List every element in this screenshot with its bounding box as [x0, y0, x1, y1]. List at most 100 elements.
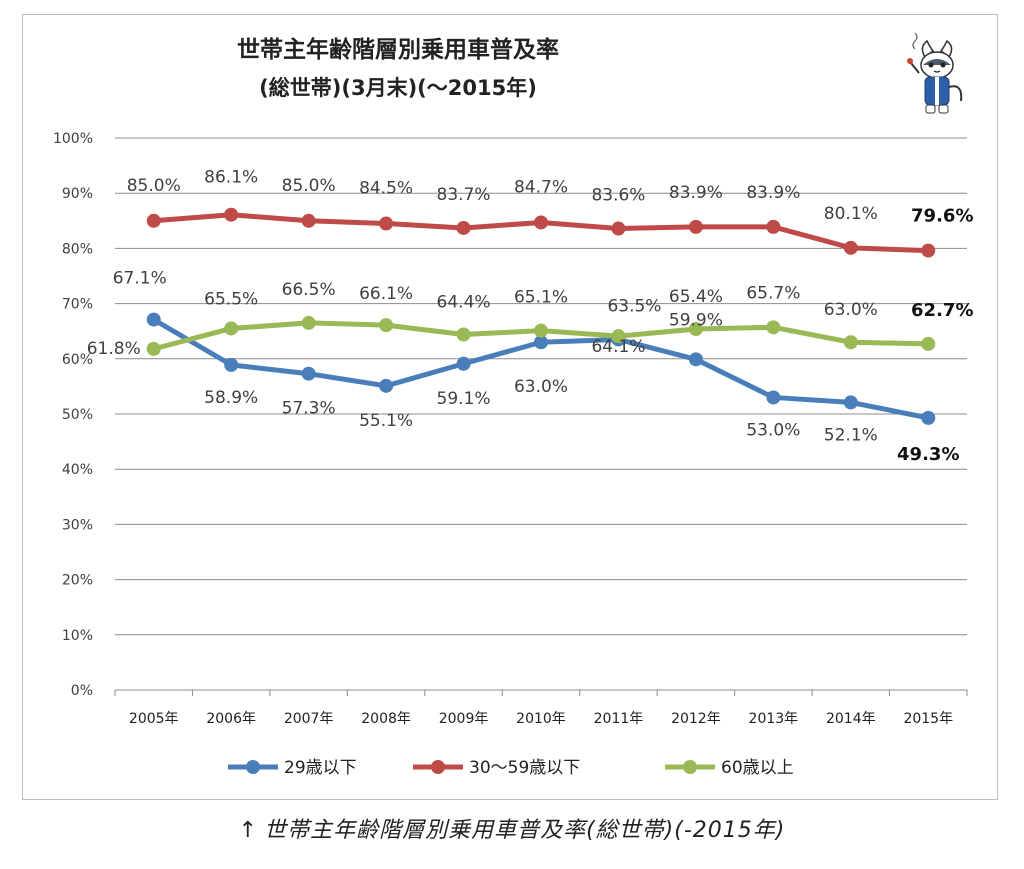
data-label: 85.0%	[127, 176, 181, 196]
data-label: 63.0%	[824, 300, 878, 320]
data-label: 83.6%	[591, 186, 645, 206]
data-label: 64.1%	[591, 337, 645, 357]
y-tick-label: 30%	[62, 517, 93, 533]
x-tick-label: 2005年	[129, 711, 179, 727]
legend-marker	[246, 760, 260, 774]
series-group	[146, 207, 936, 425]
y-tick-label: 80%	[62, 241, 93, 257]
data-point	[611, 329, 626, 344]
data-label: 61.8%	[87, 339, 141, 359]
legend: 29歳以下 30～59歳以下 60歳以上	[228, 758, 794, 778]
x-tick-label: 2006年	[206, 711, 256, 727]
data-point	[224, 207, 239, 222]
data-label: 59.1%	[437, 389, 491, 409]
data-label: 80.1%	[824, 204, 878, 224]
data-label: 65.1%	[514, 288, 568, 308]
data-label: 49.3%	[897, 444, 959, 465]
data-point	[534, 323, 548, 338]
data-label: 84.5%	[359, 179, 413, 199]
x-tick-label: 2012年	[671, 711, 721, 727]
legend-marker	[683, 760, 697, 774]
data-point	[146, 312, 161, 327]
y-tick-label: 70%	[62, 297, 93, 313]
y-tick-label: 0%	[71, 683, 93, 699]
x-tick-label: 2009年	[439, 711, 489, 727]
data-point	[379, 216, 394, 231]
data-point	[843, 240, 858, 255]
x-tick-label: 2011年	[594, 711, 644, 727]
y-tick-label: 50%	[62, 407, 93, 423]
data-label: 53.0%	[746, 420, 800, 440]
cat-mascot-icon	[907, 32, 963, 114]
legend-label: 30～59歳以下	[469, 758, 580, 778]
data-label: 65.4%	[669, 287, 723, 307]
data-point	[224, 321, 239, 336]
data-label: 63.5%	[607, 296, 661, 316]
data-point	[379, 318, 394, 333]
legend-label: 60歳以上	[721, 758, 794, 778]
data-point	[921, 410, 936, 425]
x-tick-label: 2013年	[749, 711, 799, 727]
y-tick-label: 90%	[62, 186, 93, 202]
up-arrow-icon: ↑	[238, 818, 259, 843]
y-tick-label: 20%	[62, 573, 93, 589]
y-tick-label: 60%	[62, 352, 93, 368]
data-point	[688, 321, 703, 336]
legend-marker	[431, 760, 445, 774]
grid-lines	[115, 137, 967, 691]
data-label: 86.1%	[204, 168, 258, 188]
data-point	[224, 357, 239, 372]
data-label: 85.0%	[282, 176, 336, 196]
data-point	[301, 366, 316, 381]
data-point	[766, 219, 781, 234]
data-point	[843, 335, 858, 350]
data-point	[456, 356, 471, 371]
data-point	[921, 336, 936, 351]
data-point	[766, 320, 781, 335]
caption-text: 世帯主年齢階層別乗用車普及率(総世帯)(-2015年)	[264, 818, 786, 843]
data-point	[921, 243, 936, 258]
data-label: 55.1%	[359, 411, 413, 431]
data-label: 79.6%	[911, 206, 973, 227]
data-point	[146, 213, 161, 228]
data-label: 83.9%	[669, 183, 723, 203]
data-label: 52.1%	[824, 425, 878, 445]
x-tick-label: 2008年	[361, 711, 411, 727]
line-chart: 0% 10% 20% 30% 40% 50% 60% 70% 80% 90% 100% 2005年 2…	[53, 32, 974, 778]
data-point	[301, 315, 316, 330]
x-axis-ticks: 2005年 2006年 2007年 2008年 2009年 2010年 2011年 2012年…	[114, 690, 968, 727]
data-point	[456, 220, 471, 235]
y-tick-label: 40%	[62, 462, 93, 478]
data-label: 64.4%	[437, 293, 491, 313]
x-tick-label: 2015年	[903, 711, 953, 727]
data-point	[611, 221, 626, 236]
data-label: 63.0%	[514, 377, 568, 397]
data-label: 65.7%	[746, 283, 800, 303]
data-label: 66.1%	[359, 284, 413, 304]
legend-label: 29歳以下	[284, 758, 357, 778]
data-labels: 67.1% 58.9% 57.3% 55.1% 59.1% 63.0% 63.5% 59.9%…	[87, 168, 974, 465]
data-label: 59.9%	[669, 310, 723, 330]
data-point	[843, 395, 858, 410]
data-point	[379, 378, 394, 393]
data-label: 57.3%	[282, 399, 336, 419]
data-point	[688, 219, 703, 234]
data-label: 84.7%	[514, 177, 568, 197]
data-point	[766, 390, 781, 405]
data-label: 58.9%	[204, 388, 258, 408]
data-label: 83.7%	[437, 185, 491, 205]
data-point	[301, 213, 316, 228]
caption: ↑ 世帯主年齢階層別乗用車普及率(総世帯)(-2015年)	[0, 812, 1024, 844]
chart-title: 世帯主年齢階層別乗用車普及率	[237, 36, 559, 63]
data-point	[534, 215, 548, 230]
data-label: 67.1%	[113, 269, 167, 289]
y-tick-label: 100%	[53, 131, 93, 147]
chart-frame: 0% 10% 20% 30% 40% 50% 60% 70% 80% 90% 100% 2005年 2…	[22, 14, 998, 800]
data-label: 66.5%	[282, 280, 336, 300]
data-point	[456, 327, 471, 342]
chart-subtitle: (総世帯)(3月末)(～2015年)	[259, 76, 537, 100]
data-label: 65.5%	[204, 289, 258, 309]
y-tick-label: 10%	[62, 628, 93, 644]
x-tick-label: 2010年	[516, 711, 566, 727]
data-point	[146, 341, 161, 356]
